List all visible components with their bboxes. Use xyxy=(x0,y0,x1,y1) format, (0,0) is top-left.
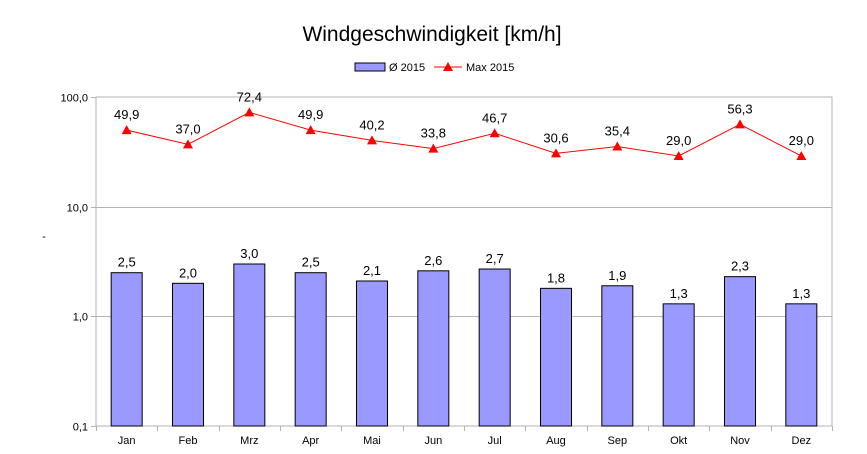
line-value-label: 29,0 xyxy=(666,133,691,148)
line-point-marker xyxy=(428,143,439,153)
bar xyxy=(356,280,388,427)
bar-value-label: 2,3 xyxy=(731,259,749,274)
line-value-label: 46,7 xyxy=(482,110,507,125)
y-tick-label: 100,0 xyxy=(60,93,88,105)
line-value-label: 35,4 xyxy=(605,123,630,138)
line-value-label: 72,4 xyxy=(237,89,262,104)
line-value-label: 33,8 xyxy=(421,126,446,141)
x-tick-label: Mai xyxy=(363,435,381,447)
line-point-marker xyxy=(489,128,500,138)
x-tick-label: Jun xyxy=(424,435,442,447)
y-tick-label: 10,0 xyxy=(67,203,88,215)
x-tick-label: Aug xyxy=(546,435,566,447)
line-value-label: 30,6 xyxy=(543,130,568,145)
x-tick-label: Mrz xyxy=(240,435,258,447)
x-tick-label: Feb xyxy=(179,435,198,447)
line-point-marker xyxy=(367,135,377,145)
line-point-marker xyxy=(244,107,255,117)
x-tick-label: Jul xyxy=(488,435,502,447)
line-point-marker xyxy=(183,139,193,149)
plot-area: 0,1 1,0 10,0 100,0 Jan Feb Mrz Apr Mai Jun Jul Aug S… xyxy=(60,89,833,447)
plot-frame xyxy=(95,96,833,427)
bar-value-label: 1,9 xyxy=(608,268,626,283)
bar-value-label: 2,1 xyxy=(363,263,381,278)
y-tick-label: 1,0 xyxy=(73,312,88,324)
bar-value-label: 1,3 xyxy=(792,286,810,301)
line-point-marker xyxy=(551,148,561,158)
x-tick-label: Nov xyxy=(730,435,750,447)
line-value-label: 37,0 xyxy=(175,121,200,136)
bar-value-label: 1,3 xyxy=(670,286,688,301)
x-tick-label: Sep xyxy=(608,435,628,447)
bar xyxy=(110,272,143,427)
bar xyxy=(172,282,204,427)
line-point-marker xyxy=(305,125,316,135)
line-value-label: 49,9 xyxy=(114,107,139,122)
bar xyxy=(233,263,266,427)
x-tick-label: Dez xyxy=(792,435,812,447)
bar xyxy=(294,272,327,427)
line-point-marker xyxy=(612,141,623,151)
legend-swatch-bar xyxy=(354,62,386,72)
bar-value-label: 2,7 xyxy=(486,251,504,266)
bar xyxy=(417,270,450,427)
series-line-max xyxy=(126,111,802,157)
line-value-label: 56,3 xyxy=(727,101,752,116)
line-point-marker xyxy=(673,150,684,160)
bar-value-label: 3,0 xyxy=(240,246,258,261)
x-tick-label: Okt xyxy=(670,435,687,447)
bar xyxy=(478,268,511,427)
bar-value-label: 2,5 xyxy=(302,255,320,270)
bar xyxy=(724,276,756,427)
legend-label-bar: Ø 2015 xyxy=(389,62,425,74)
bar xyxy=(540,287,572,427)
line-point-marker xyxy=(121,125,132,135)
line-value-label: 49,9 xyxy=(298,107,323,122)
legend: Ø 2015 Max 2015 xyxy=(354,62,514,74)
x-tick-label: Apr xyxy=(302,435,319,447)
line-point-marker xyxy=(735,119,745,129)
bar xyxy=(601,285,634,427)
bar-value-label: 1,8 xyxy=(547,270,565,285)
bar-value-label: 2,5 xyxy=(118,255,136,270)
line-point-marker xyxy=(796,150,807,160)
bar-value-label: 2,6 xyxy=(424,253,442,268)
bar xyxy=(662,303,695,427)
x-tick-label: Jan xyxy=(118,435,136,447)
legend-label-max: Max 2015 xyxy=(466,62,514,74)
bar-value-label: 2,0 xyxy=(179,265,197,280)
bar xyxy=(785,303,818,427)
y-tick-label: 0,1 xyxy=(73,422,88,434)
line-value-label: 40,2 xyxy=(359,117,384,132)
line-value-label: 29,0 xyxy=(789,133,814,148)
chart-title: Windgeschwindigkeit [km/h] xyxy=(302,23,561,46)
legend-marker-max xyxy=(443,62,453,71)
y-axis-label: - xyxy=(42,231,46,243)
